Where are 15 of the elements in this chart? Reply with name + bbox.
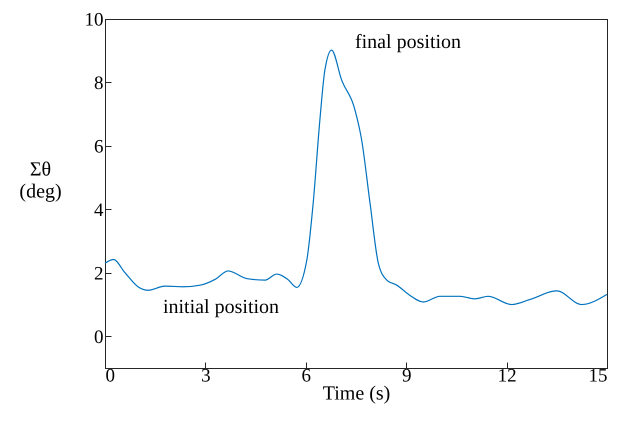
y-tick-label: 0 — [94, 326, 104, 348]
y-axis-title: Σθ (deg) — [19, 158, 62, 202]
x-tick-label: 3 — [201, 366, 211, 386]
x-tick-label: 6 — [302, 366, 312, 386]
x-tick-label: 9 — [402, 366, 412, 386]
y-tick-label: 2 — [94, 263, 104, 284]
x-tick-label: 12 — [498, 366, 517, 386]
annotation: final position — [354, 31, 462, 53]
x-tick-label: 15 — [588, 366, 608, 386]
y-tick-label: 10 — [84, 10, 104, 30]
y-tick-label: 8 — [94, 72, 104, 94]
y-tick-label: 4 — [94, 200, 104, 221]
y-tick-label: 6 — [94, 136, 104, 158]
x-axis-title: Time (s) — [322, 382, 390, 404]
annotation: initial position — [162, 296, 280, 318]
